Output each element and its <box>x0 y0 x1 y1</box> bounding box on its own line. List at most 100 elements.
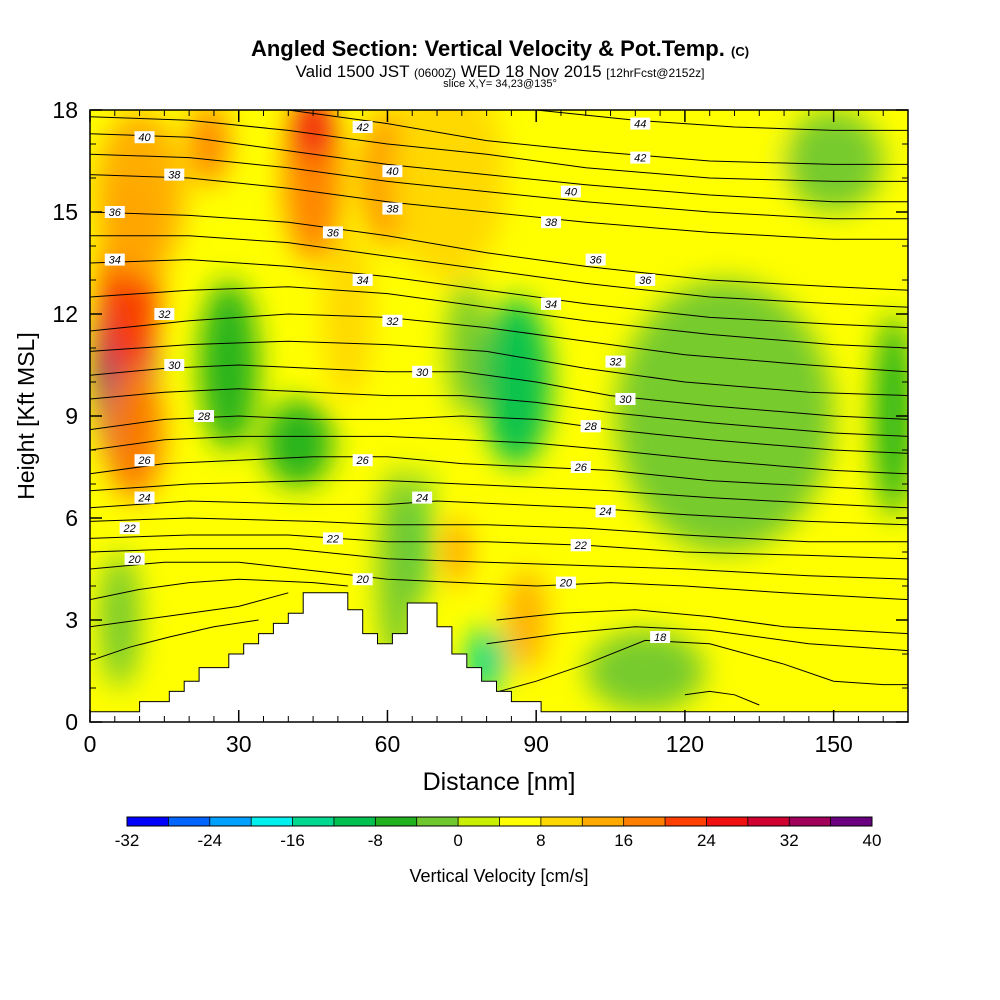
isentrope-label: 28 <box>584 421 598 433</box>
y-tick-label: 18 <box>52 97 78 123</box>
isentrope-line <box>90 578 348 601</box>
isentrope-label: 38 <box>545 217 558 229</box>
colorbar-tick-label: 24 <box>697 831 716 850</box>
isentrope-label: 24 <box>137 493 150 505</box>
isentrope-label-bg <box>164 168 185 181</box>
isentrope-line <box>90 548 908 580</box>
colorbar-swatch <box>127 817 169 826</box>
isentrope-line <box>90 480 908 509</box>
colorbar-tick-label: -32 <box>115 831 140 850</box>
isentrope-line <box>684 690 760 706</box>
isentrope-label: 30 <box>619 394 632 406</box>
isentrope-label-bg <box>541 297 562 310</box>
isentrope-label: 32 <box>609 357 621 369</box>
velocity-cell <box>414 467 430 603</box>
chart-title: Angled Section: Vertical Velocity & Pot.… <box>0 36 1000 62</box>
isentrope-label-bg <box>555 576 576 589</box>
valid-time: Valid 1500 JST <box>295 62 410 81</box>
velocity-cell <box>784 110 884 212</box>
isentrope-line <box>90 340 908 397</box>
isentrope-label-bg <box>134 454 155 467</box>
forecast-info: [12hrFcst@2152z] <box>606 66 705 80</box>
velocity-cell <box>481 297 552 467</box>
colorbar-swatch <box>665 817 707 826</box>
isentrope-label-bg <box>124 552 145 565</box>
isentrope-label-bg <box>154 308 175 320</box>
isentrope-label-bg <box>119 522 140 535</box>
isentrope-label: 40 <box>386 166 399 178</box>
isentrope-38 <box>90 174 908 240</box>
velocity-cell <box>263 399 333 488</box>
isentrope-30 <box>90 364 908 420</box>
x-tick-label: 30 <box>226 731 252 757</box>
colorbar-tick-label: -16 <box>280 831 305 850</box>
valid-utc: (0600Z) <box>413 66 456 80</box>
colorbar-swatch <box>209 817 252 826</box>
isentrope-label-bg <box>382 165 403 178</box>
isentrope-label-bg <box>194 410 215 422</box>
isentrope-line <box>90 116 908 182</box>
isentrope-label: 24 <box>598 506 611 518</box>
isentrope-label: 20 <box>356 574 370 586</box>
colorbar-tick-label: 0 <box>453 831 462 850</box>
isentrope-label-bg <box>630 117 651 130</box>
isentrope-label: 34 <box>357 275 369 287</box>
isentrope-label-bg <box>560 185 581 198</box>
isentrope-label: 40 <box>138 132 151 144</box>
isentrope-label: 42 <box>634 153 646 165</box>
colorbar-tick-label: 32 <box>780 831 799 850</box>
isentrope-label: 26 <box>356 455 370 467</box>
velocity-cell <box>446 280 487 416</box>
isentrope-line <box>90 286 908 349</box>
velocity-blobs <box>94 110 908 712</box>
velocity-cell <box>387 110 507 280</box>
isentrope-label-bg <box>585 253 606 266</box>
slice-info: slice X,Y= 34,23@135° <box>443 78 557 90</box>
isentrope-label-bg <box>635 274 656 286</box>
isentrope-label-bg <box>382 202 403 215</box>
isentrope-label-bg <box>352 454 373 467</box>
isentrope-42 <box>288 110 908 165</box>
isentrope-label-bg <box>164 359 185 371</box>
isentrope-label: 36 <box>590 255 603 267</box>
colorbar-swatch <box>333 817 376 826</box>
x-tick-label: 0 <box>84 731 97 757</box>
isentrope-label: 22 <box>326 533 339 545</box>
isentrope-label: 30 <box>168 360 181 372</box>
velocity-cell <box>446 518 467 586</box>
colorbar-tick-label: 40 <box>863 831 882 850</box>
isentrope-label: 18 <box>654 632 667 644</box>
velocity-cell <box>104 365 165 501</box>
isentrope-36 <box>90 211 908 291</box>
isentrope-label-bg <box>605 355 626 368</box>
colorbar-swatch <box>582 817 625 826</box>
isentrope-line <box>90 388 908 437</box>
y-tick-label: 15 <box>52 199 78 225</box>
velocity-cell <box>635 110 785 229</box>
colorbar-swatch <box>292 817 335 826</box>
velocity-cell <box>536 110 636 195</box>
y-axis-label: Height [Kft MSL] <box>13 332 39 499</box>
isentrope-20 <box>90 561 908 601</box>
isentrope-line <box>90 592 289 628</box>
isentrope-label: 38 <box>168 170 181 182</box>
colorbar-tick-label: -8 <box>368 831 383 850</box>
isentrope-44 <box>536 110 908 131</box>
x-tick-label: 120 <box>666 731 704 757</box>
isentrope-18 <box>486 639 908 696</box>
velocity-cell <box>293 110 333 161</box>
x-tick-label: 150 <box>814 731 852 757</box>
isentrope-label: 36 <box>327 227 340 239</box>
isentrope-label: 26 <box>137 455 151 467</box>
isentrope-label-bg <box>412 365 433 378</box>
colorbar-label: Vertical Velocity [cm/s] <box>409 866 588 886</box>
isentrope-label: 26 <box>574 462 588 474</box>
isentrope-label: 22 <box>123 523 136 535</box>
colorbar-tick-label: -24 <box>197 831 222 850</box>
isentrope-label-bg <box>382 314 403 327</box>
isentrope-label: 32 <box>158 309 170 321</box>
colorbar-swatch <box>747 817 790 826</box>
isentrope-label: 40 <box>565 187 578 199</box>
colorbar-swatch <box>458 817 500 826</box>
